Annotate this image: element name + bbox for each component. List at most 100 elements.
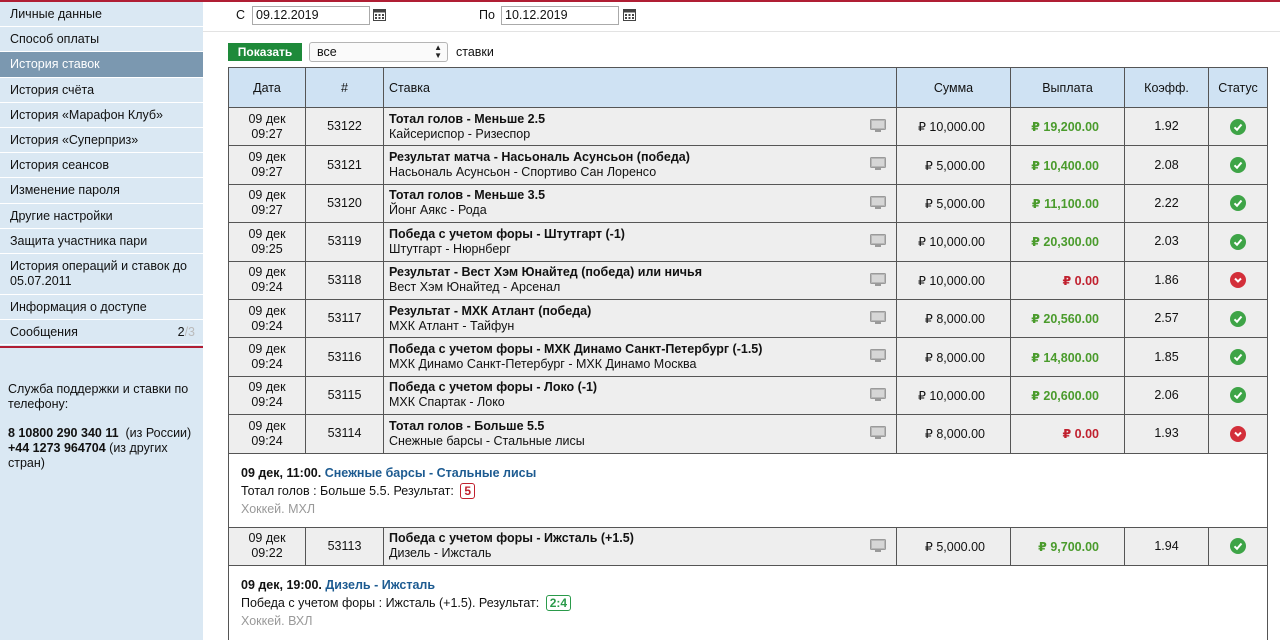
bet-date-cell: 09 дек 09:25 xyxy=(228,222,306,262)
bet-payout: ₽ 20,600.00 xyxy=(1031,388,1099,403)
table-row[interactable]: 09 дек 09:22 53113 Победа с учетом форы - И… xyxy=(228,526,1268,566)
bet-date-cell: 09 дек 09:24 xyxy=(228,337,306,377)
detail-event-link[interactable]: Снежные барсы - Стальные лисы xyxy=(324,465,537,480)
bet-event: Штутгарт - Нюрнберг xyxy=(389,241,511,256)
detail-sport: Хоккей. ВХЛ xyxy=(241,613,313,628)
tv-stream-icon[interactable] xyxy=(870,195,886,210)
sidebar-item-other-settings[interactable]: Другие настройки xyxy=(0,204,203,229)
table-row[interactable]: 09 дек 09:24 53116 Победа с учетом форы - М… xyxy=(228,337,1268,377)
tv-stream-icon[interactable] xyxy=(870,157,886,171)
tv-stream-icon[interactable] xyxy=(870,538,886,553)
bet-title: Тотал голов - Больше 5.5 xyxy=(389,418,545,433)
tv-stream-icon[interactable] xyxy=(870,272,886,287)
table-row[interactable]: 09 дек 09:27 53122 Тотал голов - Меньше 2.5… xyxy=(228,106,1268,147)
sidebar-item-payment-method[interactable]: Способ оплаты xyxy=(0,27,203,53)
table-row[interactable]: 09 дек 09:27 53121 Результат матча - Насьон… xyxy=(228,145,1268,185)
bet-detail-cell: 09 дек, 19:00. Дизель - Ижсталь Победа с … xyxy=(228,564,1209,640)
sidebar-item-personal-data[interactable]: Личные данные xyxy=(0,2,203,28)
sidebar-separator xyxy=(0,346,203,349)
bet-description-cell: Результат - Вест Хэм Юнайтед (победа) ил… xyxy=(383,260,897,300)
top-accent-line xyxy=(0,0,1280,2)
date-to-input[interactable]: 10.12.2019 xyxy=(501,6,619,25)
col-header-number: # xyxy=(305,67,384,108)
bet-type-select[interactable]: все ▲ ▼ xyxy=(309,42,448,62)
bet-title: Победа с учетом форы - Локо (-1) xyxy=(389,380,598,395)
sidebar-item-sessions[interactable]: История сеансов xyxy=(0,153,203,179)
win-check-icon xyxy=(1230,310,1246,327)
support-block: Служба поддержки и ставки по телефону: 8… xyxy=(0,348,203,471)
bet-number-cell: 53116 xyxy=(305,337,384,377)
tv-stream-icon[interactable] xyxy=(870,349,886,363)
detail-datetime: 09 дек, 11:00. xyxy=(241,465,322,480)
detail-sport: Хоккей. МХЛ xyxy=(241,501,316,516)
bet-description-cell: Победа с учетом форы - Ижсталь (+1.5) Диз… xyxy=(383,526,897,566)
col-header-payout: Выплата xyxy=(1010,67,1125,108)
bet-number-cell: 53114 xyxy=(305,414,384,454)
table-row[interactable]: 09 дек 09:27 53120 Тотал голов - Меньше 3.5… xyxy=(228,183,1268,224)
bet-title: Победа с учетом форы - Ижсталь (+1.5) xyxy=(389,531,634,546)
bet-event: МХК Атлант - Тайфун xyxy=(389,318,515,333)
bet-payout: ₽ 9,700.00 xyxy=(1038,539,1099,554)
messages-label: Сообщения xyxy=(10,325,78,340)
win-check-icon xyxy=(1230,538,1246,555)
support-phone-russia: 8 10800 290 340 11 xyxy=(8,426,119,441)
bet-detail-row: 09 дек, 19:00. Дизель - Ижсталь Победа с … xyxy=(228,564,1268,640)
date-from-label: С xyxy=(236,8,246,22)
tv-stream-icon[interactable] xyxy=(870,387,886,402)
bet-coef-cell: 1.92 xyxy=(1124,106,1209,147)
table-row[interactable]: 09 дек 09:24 53115 Победа с учетом форы - Л… xyxy=(228,375,1268,416)
bet-payout: ₽ 10,400.00 xyxy=(1031,158,1099,173)
tv-stream-icon[interactable] xyxy=(870,119,886,133)
table-row[interactable]: 09 дек 09:25 53119 Победа с учетом форы - Ш… xyxy=(228,222,1268,262)
win-check-icon xyxy=(1230,118,1246,135)
messages-count: 2/3 xyxy=(177,325,195,340)
bet-number-cell: 53120 xyxy=(305,183,384,224)
sidebar-item-legacy-history[interactable]: История операций и ставок до 05.07.2011 xyxy=(0,254,203,295)
bet-date-cell: 09 дек 09:24 xyxy=(228,260,306,300)
sidebar-item-superprize[interactable]: История «Суперприз» xyxy=(0,128,203,154)
support-phone-intl-note: (из других стран) xyxy=(8,441,168,471)
bet-number-cell: 53113 xyxy=(305,526,384,566)
sidebar-item-messages[interactable]: Сообщения 2/3 xyxy=(0,320,203,346)
col-header-status: Статус xyxy=(1208,67,1268,108)
bet-coef-cell: 2.22 xyxy=(1124,183,1209,224)
sidebar-item-bet-history[interactable]: История ставок xyxy=(0,52,203,78)
tv-stream-icon[interactable] xyxy=(870,426,886,440)
calendar-icon[interactable] xyxy=(373,8,386,21)
bet-coef-cell: 1.86 xyxy=(1124,260,1209,300)
bet-event: МХК Динамо Санкт-Петербург - МХК Динамо … xyxy=(389,357,697,372)
win-check-icon xyxy=(1230,233,1246,250)
tv-stream-icon[interactable] xyxy=(870,310,886,325)
support-phone-russia-note: (из России) xyxy=(125,426,192,441)
table-row[interactable]: 09 дек 09:24 53118 Результат - Вест Хэм Юна… xyxy=(228,260,1268,300)
bet-sum-cell: ₽ 10,000.00 xyxy=(896,260,1011,300)
date-from-input[interactable]: 09.12.2019 xyxy=(252,6,370,25)
sidebar-item-access-info[interactable]: Информация о доступе xyxy=(0,295,203,321)
bet-sum-cell: ₽ 8,000.00 xyxy=(896,414,1011,454)
bet-coef-cell: 1.94 xyxy=(1124,526,1209,566)
bet-detail-row: 09 дек, 11:00. Снежные барсы - Стальные … xyxy=(228,452,1268,528)
calendar-icon[interactable] xyxy=(623,8,636,21)
sidebar-item-change-password[interactable]: Изменение пароля xyxy=(0,178,203,204)
sidebar-item-account-history[interactable]: История счёта xyxy=(0,78,203,103)
bet-payout: ₽ 20,560.00 xyxy=(1031,312,1099,327)
table-row[interactable]: 09 дек 09:24 53117 Результат - МХК Атлант (… xyxy=(228,298,1268,339)
detail-event-link[interactable]: Дизель - Ижсталь xyxy=(325,577,436,592)
bet-sum-cell: ₽ 5,000.00 xyxy=(896,526,1011,566)
table-row[interactable]: 09 дек 09:24 53114 Тотал голов - Больше 5.5… xyxy=(228,414,1268,454)
sidebar-item-marathon-club[interactable]: История «Марафон Клуб» xyxy=(0,103,203,128)
bet-event: Дизель - Ижсталь xyxy=(389,546,492,561)
bet-event: Насьональ Асунсьон - Спортиво Сан Лоренс… xyxy=(389,165,657,180)
tv-stream-icon[interactable] xyxy=(870,234,886,248)
detail-score-badge: 2:4 xyxy=(545,594,572,611)
bet-description-cell: Результат - МХК Атлант (победа) МХК Атлан… xyxy=(383,298,897,339)
detail-score-badge: 5 xyxy=(460,482,476,499)
bet-coef-cell: 1.85 xyxy=(1124,337,1209,377)
bet-coef-cell: 2.06 xyxy=(1124,375,1209,416)
bet-payout: ₽ 0.00 xyxy=(1062,273,1100,288)
sidebar-item-bettor-protection[interactable]: Защита участника пари xyxy=(0,229,203,254)
bet-sum-cell: ₽ 8,000.00 xyxy=(896,298,1011,339)
bet-description-cell: Победа с учетом форы - МХК Динамо Санкт-… xyxy=(383,337,897,377)
show-button[interactable]: Показать xyxy=(228,43,302,61)
bet-description-cell: Тотал голов - Меньше 3.5 Йонг Аякс - Рода xyxy=(383,183,897,224)
